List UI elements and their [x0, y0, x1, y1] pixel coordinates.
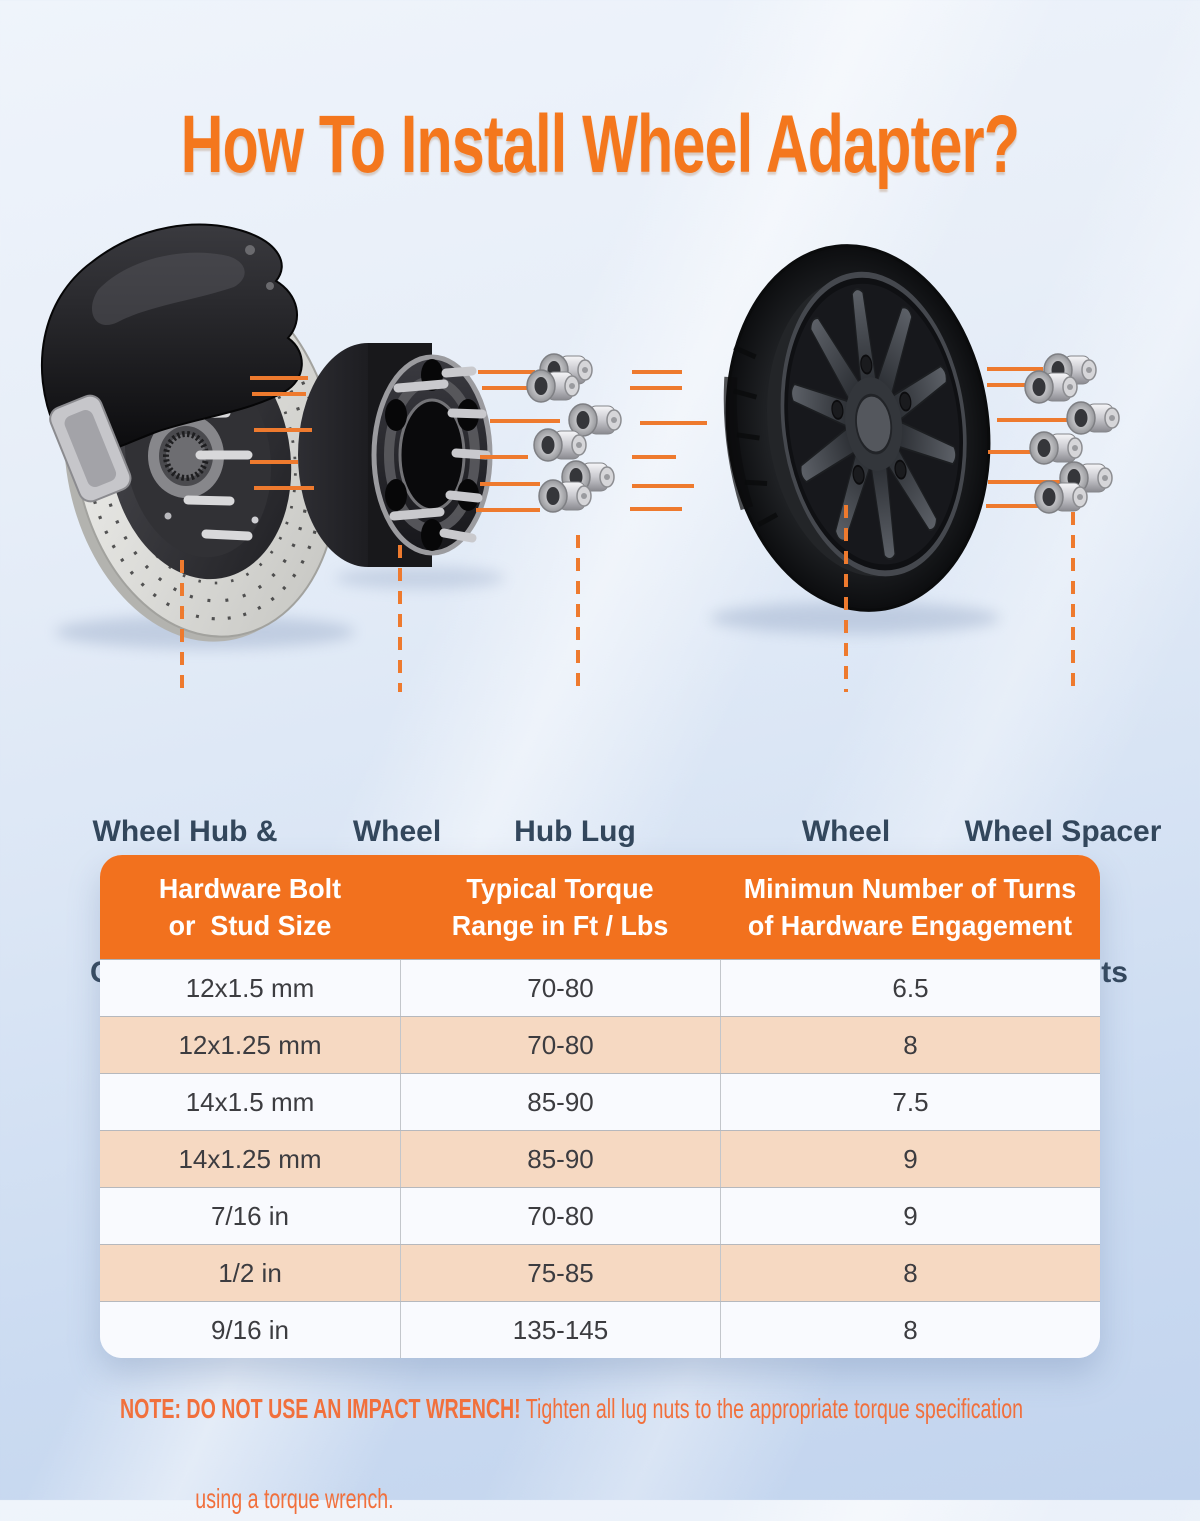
table-cell: 85-90	[400, 1074, 720, 1130]
torque-spec-table: Hardware Bolt or Stud Size Typical Torqu…	[100, 855, 1100, 1358]
table-cell: 8	[720, 1017, 1100, 1073]
table-cell: 70-80	[400, 1017, 720, 1073]
callout-lines-spacer-to-hub-nuts	[476, 370, 560, 512]
note-warning: NOTE: DO NOT USE AN IMPACT WRENCH!	[120, 1393, 521, 1424]
wheel-spacer-lug-nuts-illustration	[1024, 353, 1120, 514]
note-body-line2: using a torque wrench.	[195, 1483, 394, 1514]
callout-lines-rotor	[250, 376, 314, 490]
table-cell: 1/2 in	[218, 1257, 282, 1288]
table-cell: 12x1.25 mm	[178, 1029, 322, 1060]
wheel-spacer-illustration	[298, 343, 493, 567]
parts-diagram	[40, 223, 1120, 692]
header-min-turns: Minimun Number of Turns of Hardware Enga…	[743, 873, 1077, 941]
table-cell: 70-80	[400, 960, 720, 1016]
table-cell: 7.5	[720, 1074, 1100, 1130]
table-cell: 9	[720, 1131, 1100, 1187]
table-cell: 8	[720, 1302, 1100, 1358]
table-row: 7/16 in 70-80 9	[100, 1187, 1100, 1244]
table-cell: 70-80	[400, 1188, 720, 1244]
header-hardware-bolt-size: Hardware Bolt or Stud Size	[158, 873, 342, 941]
table-cell: 14x1.25 mm	[178, 1143, 322, 1174]
table-cell: 12x1.5 mm	[185, 972, 315, 1003]
note-body-line1: Tighten all lug nuts to the appropriate …	[520, 1393, 1023, 1424]
wheel-illustration	[723, 244, 991, 612]
table-row: 12x1.25 mm 70-80 8	[100, 1016, 1100, 1073]
note-text: NOTE: DO NOT USE AN IMPACT WRENCH! Tight…	[120, 1386, 1170, 1521]
table-cell: 9/16 in	[210, 1314, 290, 1345]
rim-lug-holes	[831, 354, 912, 485]
brake-rotor-caliper-illustration	[40, 223, 339, 642]
header-typical-torque: Typical Torque Range in Ft / Lbs	[451, 873, 669, 941]
callout-lines	[250, 367, 1073, 512]
table-cell: 8	[720, 1245, 1100, 1301]
table-row: 9/16 in 135-145 8	[100, 1301, 1100, 1358]
hub-lug-nuts-illustration	[526, 353, 622, 513]
table-row: 1/2 in 75-85 8	[100, 1244, 1100, 1301]
table-header-row: Hardware Bolt or Stud Size Typical Torqu…	[100, 855, 1100, 959]
label-leader-lines	[180, 505, 1075, 692]
table-cell: 75-85	[400, 1245, 720, 1301]
label-wheel: Wheel	[801, 815, 891, 848]
table-cell: 6.5	[720, 960, 1100, 1016]
table-row: 12x1.5 mm 70-80 6.5	[100, 960, 1100, 1016]
table-row: 14x1.25 mm 85-90 9	[100, 1130, 1100, 1187]
brake-pad	[49, 394, 132, 503]
table-cell: 7/16 in	[210, 1200, 290, 1231]
table-cell: 9	[720, 1188, 1100, 1244]
table-cell: 135-145	[400, 1302, 720, 1358]
table-cell: 14x1.5 mm	[185, 1086, 315, 1117]
table-cell: 85-90	[400, 1131, 720, 1187]
callout-lines-hub-nuts-to-wheel	[630, 370, 707, 511]
table-body: 12x1.5 mm 70-80 6.5 12x1.25 mm 70-80 8 1…	[100, 959, 1100, 1358]
wheel-rim	[780, 271, 967, 577]
table-row: 14x1.5 mm 85-90 7.5	[100, 1073, 1100, 1130]
page-title: How To Install Wheel Adapter?	[180, 99, 1020, 190]
tire-tread	[732, 345, 779, 528]
spacer-studs	[389, 366, 491, 543]
